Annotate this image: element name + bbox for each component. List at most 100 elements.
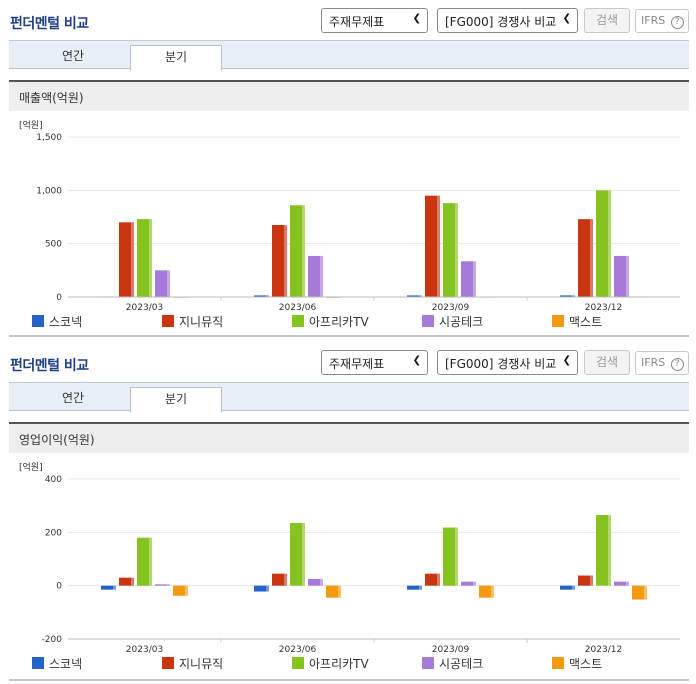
bar bbox=[578, 219, 593, 297]
bar-highlight bbox=[320, 255, 323, 297]
legend-label: 시공테크 bbox=[439, 315, 484, 329]
bar bbox=[632, 585, 647, 600]
divider bbox=[9, 335, 689, 337]
bar bbox=[614, 255, 629, 297]
bar bbox=[155, 270, 170, 297]
tab-annual[interactable]: 연간 bbox=[61, 391, 85, 405]
bar-highlight bbox=[167, 270, 170, 297]
tab-quarterly[interactable]: 분기 bbox=[130, 45, 222, 71]
legend-swatch bbox=[422, 315, 434, 327]
bar-highlight bbox=[320, 579, 323, 586]
bar bbox=[479, 585, 494, 598]
y-tick-label: 0 bbox=[56, 582, 62, 592]
section-header: 매출액(억원) bbox=[9, 80, 689, 111]
tab-quarterly[interactable]: 분기 bbox=[130, 387, 222, 413]
x-tick-label: 2023/09 bbox=[432, 645, 470, 654]
unit-label: [억원] bbox=[19, 121, 43, 131]
bar-highlight bbox=[113, 585, 116, 590]
revenue-bar-chart: 0 500 1,000 1,500 2023/03 2023/06 2023/09 2023/… bbox=[36, 133, 680, 312]
y-tick-label: -200 bbox=[42, 635, 63, 645]
bar bbox=[443, 203, 458, 297]
period-tabs: 연간 분기 bbox=[9, 382, 689, 413]
bar bbox=[308, 579, 323, 586]
bar-highlight bbox=[608, 515, 611, 586]
bar bbox=[308, 255, 323, 297]
statement-type-select[interactable]: 주재무제표 ❮ bbox=[321, 8, 428, 33]
bar bbox=[290, 205, 305, 297]
bar-highlight bbox=[608, 190, 611, 297]
bar bbox=[272, 573, 287, 586]
bar bbox=[290, 523, 305, 586]
bar-highlight bbox=[590, 575, 593, 586]
toolbar: 펀더멘털 비교 주재무제표 ❮ [FG000] 경쟁사 비교 ❮ 검색 IFRS… bbox=[0, 0, 696, 40]
bar bbox=[443, 527, 458, 586]
bar bbox=[173, 585, 188, 596]
bar bbox=[407, 585, 422, 590]
section-header: 영업이익(억원) bbox=[9, 422, 689, 453]
x-tick-label: 2023/06 bbox=[279, 303, 317, 312]
bar-highlight bbox=[590, 219, 593, 297]
legend-swatch bbox=[422, 657, 434, 669]
bar bbox=[137, 219, 152, 297]
chart-legend: 스코넥 지니뮤직 아프리카TV 시공테크 맥스트 bbox=[0, 313, 696, 329]
bar bbox=[254, 585, 269, 592]
y-tick-label: 1,000 bbox=[36, 186, 62, 196]
compare-group-value: [FG000] 경쟁사 비교 bbox=[445, 15, 557, 29]
bar-highlight bbox=[626, 255, 629, 297]
chevron-down-icon: ❮ bbox=[562, 355, 571, 366]
bar bbox=[461, 261, 476, 297]
y-tick-label: 200 bbox=[45, 528, 62, 538]
legend-swatch bbox=[292, 657, 304, 669]
ifrs-label: IFRS bbox=[641, 356, 666, 369]
legend-label: 지니뮤직 bbox=[179, 657, 224, 671]
bar-highlight bbox=[473, 581, 476, 586]
legend-swatch bbox=[552, 657, 564, 669]
bar bbox=[461, 581, 476, 586]
chevron-down-icon: ❮ bbox=[412, 13, 421, 24]
tab-annual[interactable]: 연간 bbox=[61, 49, 85, 63]
x-tick-label: 2023/03 bbox=[126, 645, 163, 654]
chart-legend: 스코넥 지니뮤직 아프리카TV 시공테크 맥스트 bbox=[0, 655, 696, 671]
fundamental-compare-panel-operating-income: 펀더멘털 비교 주재무제표 ❮ [FG000] 경쟁사 비교 ❮ 검색 IFRS… bbox=[0, 342, 696, 684]
bar-highlight bbox=[437, 573, 440, 586]
bar-highlight bbox=[131, 222, 134, 297]
question-icon: ? bbox=[670, 358, 684, 371]
statement-type-select[interactable]: 주재무제표 ❮ bbox=[321, 350, 428, 375]
legend-label: 스코넥 bbox=[49, 315, 83, 329]
legend-label: 맥스트 bbox=[569, 657, 603, 671]
bar bbox=[254, 295, 269, 297]
bar bbox=[425, 573, 440, 586]
bar-highlight bbox=[626, 581, 629, 586]
legend-label: 맥스트 bbox=[569, 315, 603, 329]
search-button[interactable]: 검색 bbox=[584, 350, 630, 375]
panel-title: 펀더멘털 비교 bbox=[10, 16, 89, 32]
bar bbox=[614, 581, 629, 586]
chevron-down-icon: ❮ bbox=[562, 13, 571, 24]
bar bbox=[596, 515, 611, 586]
legend-label: 아프리카TV bbox=[309, 657, 369, 671]
ifrs-label: IFRS bbox=[641, 14, 666, 27]
x-tick-label: 2023/06 bbox=[279, 645, 317, 654]
question-icon: ? bbox=[670, 16, 684, 29]
search-button[interactable]: 검색 bbox=[584, 8, 630, 33]
bar-highlight bbox=[302, 523, 305, 586]
bar bbox=[155, 584, 170, 586]
bar-highlight bbox=[419, 295, 422, 297]
operating-income-bar-chart: -200 0 200 400 2023/03 2023/06 2023/09 2023/12 bbox=[42, 475, 680, 654]
bar-highlight bbox=[167, 584, 170, 586]
bar-highlight bbox=[284, 225, 287, 297]
ifrs-help-button[interactable]: IFRS ? bbox=[635, 9, 689, 33]
period-tabs: 연간 분기 bbox=[9, 40, 689, 71]
bar bbox=[326, 585, 341, 598]
bar-highlight bbox=[473, 261, 476, 297]
bar-highlight bbox=[491, 585, 494, 598]
legend-label: 지니뮤직 bbox=[179, 315, 224, 329]
compare-group-select[interactable]: [FG000] 경쟁사 비교 ❮ bbox=[437, 350, 578, 375]
bar-highlight bbox=[185, 585, 188, 596]
x-tick-label: 2023/03 bbox=[126, 303, 163, 312]
bar-highlight bbox=[572, 585, 575, 590]
compare-group-select[interactable]: [FG000] 경쟁사 비교 ❮ bbox=[437, 8, 578, 33]
ifrs-help-button[interactable]: IFRS ? bbox=[635, 351, 689, 375]
bar-highlight bbox=[644, 585, 647, 600]
bar bbox=[578, 575, 593, 586]
